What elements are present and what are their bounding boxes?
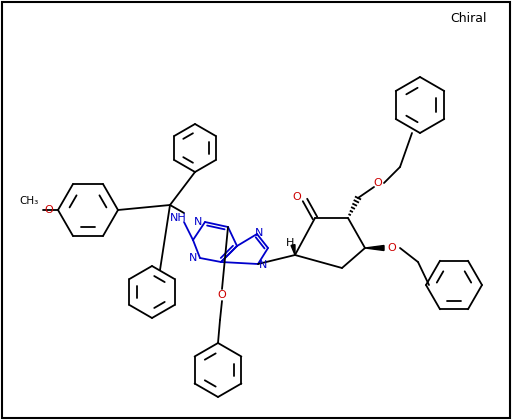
Text: N: N xyxy=(189,253,197,263)
Text: O: O xyxy=(388,243,396,253)
Text: NH: NH xyxy=(169,213,186,223)
Text: Chiral: Chiral xyxy=(450,12,486,25)
Text: CH₃: CH₃ xyxy=(19,196,38,206)
Polygon shape xyxy=(291,244,295,255)
Text: O: O xyxy=(374,178,382,188)
Text: N: N xyxy=(194,217,202,227)
Text: O: O xyxy=(293,192,302,202)
Text: N: N xyxy=(259,260,267,270)
Text: N: N xyxy=(255,228,263,238)
Polygon shape xyxy=(365,246,384,250)
Text: O: O xyxy=(218,290,226,300)
Text: H: H xyxy=(286,238,294,248)
Text: O: O xyxy=(45,205,53,215)
